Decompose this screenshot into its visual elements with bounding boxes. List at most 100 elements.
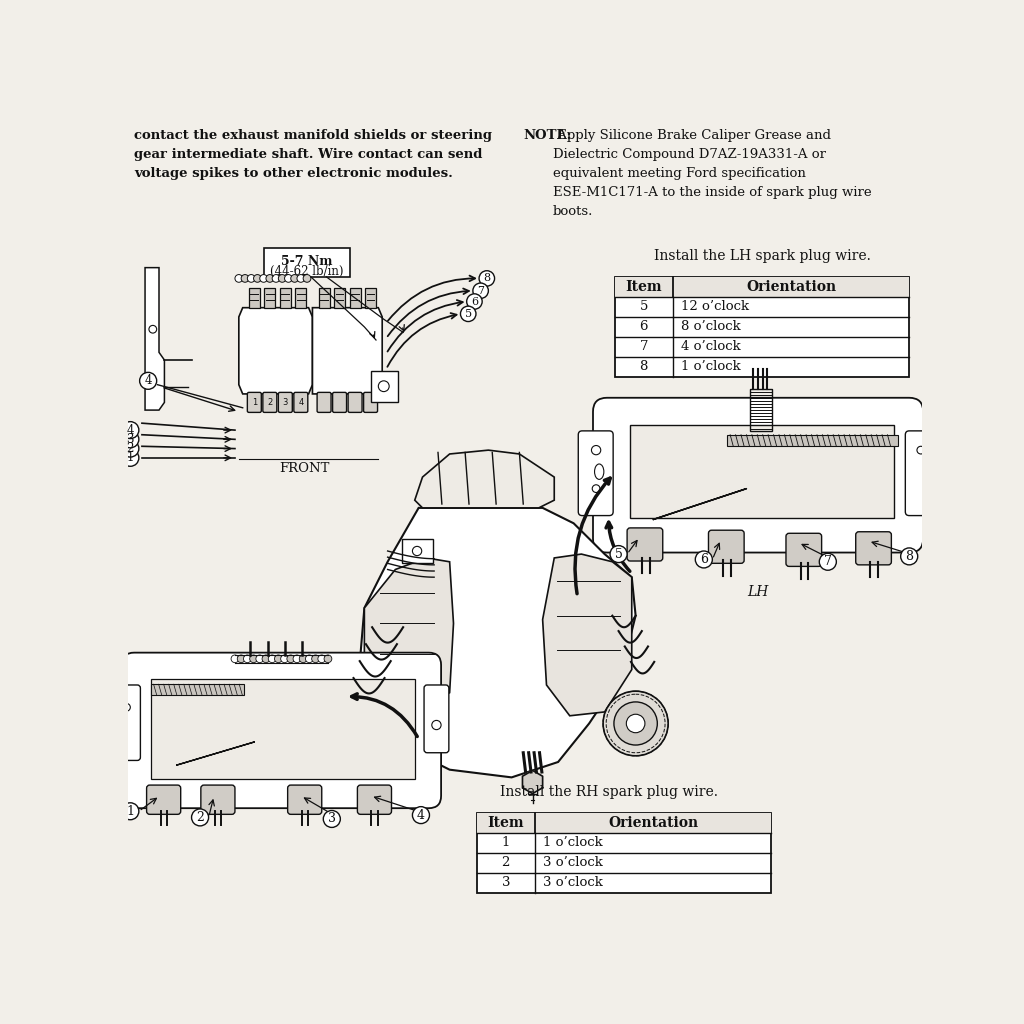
Polygon shape bbox=[239, 307, 312, 394]
Text: 5: 5 bbox=[465, 309, 472, 318]
Circle shape bbox=[461, 306, 476, 322]
Circle shape bbox=[592, 445, 601, 455]
Circle shape bbox=[299, 655, 307, 663]
FancyBboxPatch shape bbox=[364, 392, 378, 413]
Bar bbox=[349, 289, 360, 308]
Text: 1: 1 bbox=[252, 398, 257, 407]
Polygon shape bbox=[360, 508, 636, 777]
Bar bbox=[366, 289, 376, 308]
Circle shape bbox=[272, 274, 280, 283]
Text: 8 o’clock: 8 o’clock bbox=[681, 321, 740, 334]
Circle shape bbox=[378, 381, 389, 391]
Bar bbox=[263, 248, 350, 276]
FancyBboxPatch shape bbox=[593, 397, 924, 553]
Text: 2: 2 bbox=[127, 442, 134, 455]
Circle shape bbox=[324, 810, 340, 827]
FancyBboxPatch shape bbox=[122, 652, 441, 808]
Bar bbox=[371, 371, 397, 401]
Text: 4: 4 bbox=[417, 809, 425, 821]
Text: 3: 3 bbox=[502, 877, 510, 890]
Circle shape bbox=[413, 547, 422, 556]
Text: 3: 3 bbox=[283, 398, 288, 407]
Circle shape bbox=[231, 655, 239, 663]
Circle shape bbox=[819, 553, 837, 570]
Text: 4: 4 bbox=[144, 375, 152, 387]
FancyBboxPatch shape bbox=[333, 392, 346, 413]
Circle shape bbox=[241, 274, 249, 283]
Bar bbox=[401, 539, 432, 563]
Text: 8: 8 bbox=[640, 360, 648, 374]
Circle shape bbox=[262, 655, 270, 663]
Text: 8: 8 bbox=[483, 273, 490, 284]
FancyBboxPatch shape bbox=[786, 534, 821, 566]
Circle shape bbox=[297, 274, 305, 283]
Circle shape bbox=[901, 548, 918, 565]
Polygon shape bbox=[312, 307, 382, 394]
Circle shape bbox=[260, 274, 267, 283]
Text: Orientation: Orientation bbox=[608, 816, 698, 829]
FancyBboxPatch shape bbox=[248, 392, 261, 413]
Bar bbox=[727, 435, 898, 446]
Circle shape bbox=[191, 809, 209, 826]
Text: 2: 2 bbox=[502, 856, 510, 869]
Circle shape bbox=[238, 655, 245, 663]
Text: 1: 1 bbox=[502, 837, 510, 849]
Text: 8: 8 bbox=[905, 550, 913, 563]
Circle shape bbox=[916, 446, 925, 454]
Circle shape bbox=[274, 655, 283, 663]
Text: 3 o’clock: 3 o’clock bbox=[543, 856, 602, 869]
Text: FRONT: FRONT bbox=[280, 462, 330, 475]
Circle shape bbox=[256, 655, 263, 663]
FancyBboxPatch shape bbox=[288, 785, 322, 814]
Circle shape bbox=[311, 655, 319, 663]
FancyBboxPatch shape bbox=[424, 685, 449, 753]
Circle shape bbox=[473, 283, 488, 298]
Circle shape bbox=[254, 274, 261, 283]
FancyBboxPatch shape bbox=[627, 528, 663, 561]
FancyBboxPatch shape bbox=[357, 785, 391, 814]
Circle shape bbox=[285, 274, 292, 283]
FancyBboxPatch shape bbox=[348, 392, 362, 413]
Text: Item: Item bbox=[487, 816, 524, 829]
FancyBboxPatch shape bbox=[317, 392, 331, 413]
FancyBboxPatch shape bbox=[856, 531, 891, 565]
Text: 1: 1 bbox=[126, 805, 134, 818]
FancyBboxPatch shape bbox=[709, 530, 744, 563]
Text: 7: 7 bbox=[477, 286, 484, 296]
Text: Apply Silicone Brake Caliper Grease and
Dielectric Compound D7AZ-19A331-A or
equ: Apply Silicone Brake Caliper Grease and … bbox=[553, 129, 871, 218]
Circle shape bbox=[467, 294, 482, 309]
Circle shape bbox=[603, 691, 669, 756]
Circle shape bbox=[244, 655, 251, 663]
Text: 12 o’clock: 12 o’clock bbox=[681, 300, 749, 313]
Text: 1 o’clock: 1 o’clock bbox=[543, 837, 602, 849]
Circle shape bbox=[303, 274, 311, 283]
Circle shape bbox=[279, 274, 286, 283]
Circle shape bbox=[250, 655, 257, 663]
Bar bbox=[318, 289, 330, 308]
Bar bbox=[614, 276, 909, 297]
Text: 6: 6 bbox=[640, 321, 648, 334]
Text: Install the RH spark plug wire.: Install the RH spark plug wire. bbox=[500, 785, 718, 799]
Text: 3 o’clock: 3 o’clock bbox=[543, 877, 602, 890]
Circle shape bbox=[293, 655, 301, 663]
Bar bbox=[334, 289, 345, 308]
Bar bbox=[614, 276, 909, 377]
Circle shape bbox=[305, 655, 313, 663]
Circle shape bbox=[148, 326, 157, 333]
Circle shape bbox=[139, 373, 157, 389]
Circle shape bbox=[122, 431, 139, 447]
Text: 5: 5 bbox=[640, 300, 648, 313]
Bar bbox=[477, 813, 771, 893]
Text: NOTE:: NOTE: bbox=[523, 129, 571, 142]
Text: 6: 6 bbox=[471, 297, 478, 306]
FancyBboxPatch shape bbox=[146, 785, 180, 814]
FancyBboxPatch shape bbox=[579, 431, 613, 515]
Circle shape bbox=[123, 703, 130, 711]
Text: 4 o’clock: 4 o’clock bbox=[681, 340, 740, 353]
Circle shape bbox=[291, 274, 299, 283]
Circle shape bbox=[413, 807, 429, 823]
Circle shape bbox=[610, 546, 627, 562]
Bar bbox=[249, 289, 260, 308]
Bar bbox=[280, 289, 291, 308]
Circle shape bbox=[627, 715, 645, 733]
